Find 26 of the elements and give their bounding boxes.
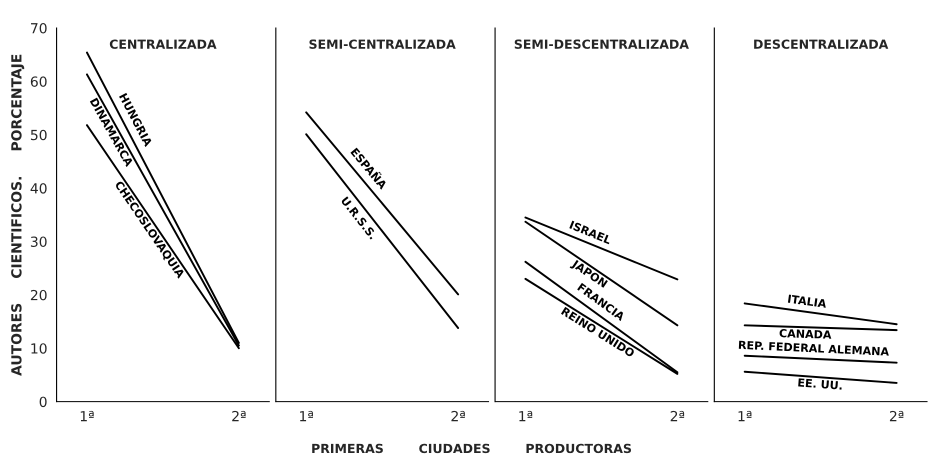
y-tick-label: 40 xyxy=(30,183,47,194)
series-label: EE. UU. xyxy=(798,378,842,390)
y-tick-label: 50 xyxy=(30,130,47,140)
x-axis-title: PRIMERAS CIUDADES PRODUCTORAS xyxy=(312,444,632,454)
text: DESCENTRALIZADA xyxy=(754,39,888,49)
x-tick-label: 1ª xyxy=(80,410,94,422)
x-tick-label: 2ª xyxy=(232,410,246,422)
y-tick-label: 20 xyxy=(30,290,47,300)
y-tick-label: 0 xyxy=(40,396,47,408)
text: SEMI-CENTRALIZADA xyxy=(309,39,456,49)
text: ITALIA xyxy=(788,294,827,308)
y-tick-label: 30 xyxy=(30,236,47,247)
y-tick-label: 60 xyxy=(30,76,47,87)
x-tick-label: 1ª xyxy=(519,410,532,422)
x-tick-label: 2ª xyxy=(670,410,684,422)
x-tick-label: 1ª xyxy=(300,410,313,422)
x-tick-label: 2ª xyxy=(451,410,465,422)
y-axis-title: AUTORES CIENTIFICOS. PORCENTAJE xyxy=(11,54,24,376)
series-label: REP. FEDERAL ALEMANA xyxy=(738,340,890,356)
x-tick-label: 1ª xyxy=(738,410,752,422)
y-tick-label: 70 xyxy=(31,22,47,34)
series-label: CANADA xyxy=(779,328,832,339)
y-tick-label: 10 xyxy=(31,343,47,354)
text: SEMI-DESCENTRALIZADA xyxy=(514,39,689,49)
text: CENTRALIZADA xyxy=(110,39,217,49)
x-tick-label: 2ª xyxy=(890,410,904,422)
